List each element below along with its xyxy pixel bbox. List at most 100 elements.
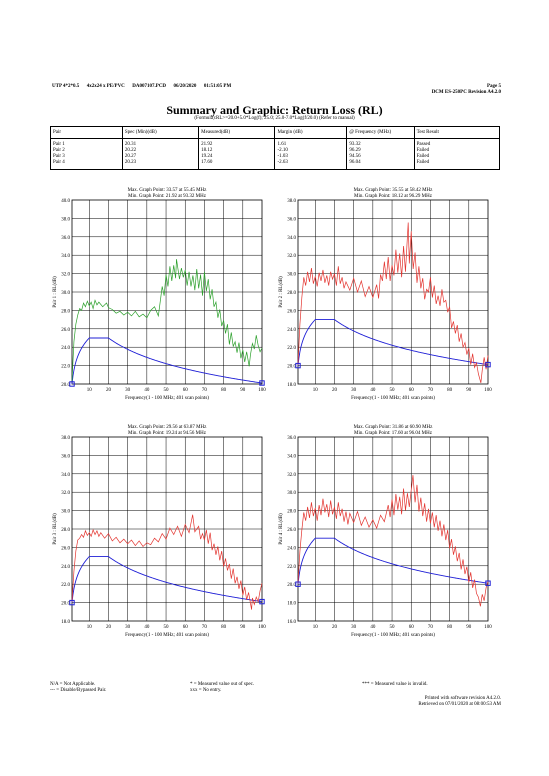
table-row: Pair 3 20.27 19.24 -1.03 94.56 Failed: [50, 154, 501, 160]
y-tick-label: 32.0: [61, 491, 70, 496]
header-date: 06/20/2020: [173, 84, 197, 89]
y-tick-label: 32.0: [287, 473, 296, 478]
y-tick-label: 28.0: [287, 291, 296, 296]
x-tick-label: 10: [87, 388, 93, 393]
x-axis-label: Frequency(1 - 100 MHz; 401 scan points): [351, 396, 435, 401]
legend-disabled: --- = Disable/Bypassed Pair.: [50, 688, 107, 693]
cell-frequency: 96.29: [346, 148, 415, 154]
col-header-result: Test Result: [413, 126, 501, 139]
y-axis-label: Pair 1 : RL(dB): [53, 276, 58, 308]
y-tick-label: 26.0: [61, 328, 70, 333]
x-tick-label: 30: [125, 388, 131, 393]
y-tick-label: 30.0: [61, 510, 70, 515]
x-tick-label: 90: [466, 388, 472, 393]
x-tick-label: 50: [390, 388, 396, 393]
y-tick-label: 34.0: [287, 236, 296, 241]
y-tick-label: 20.0: [287, 583, 296, 588]
x-tick-label: 50: [390, 625, 396, 630]
measured-line: [71, 259, 263, 382]
page-title: Summary and Graphic: Return Loss (RL): [166, 103, 383, 117]
legend-out-of-spec: * = Measured value out of spec.: [190, 682, 255, 687]
x-tick-label: 80: [221, 388, 227, 393]
x-tick-label: 100: [484, 388, 492, 393]
x-tick-label: 30: [351, 388, 357, 393]
cell-frequency: 94.56: [346, 154, 415, 160]
measured-line: [297, 475, 489, 607]
y-tick-label: 38.0: [287, 199, 296, 204]
x-tick-label: 40: [370, 625, 376, 630]
spec-limit-line: [297, 537, 489, 585]
cell-measured: 19.24: [198, 154, 276, 160]
y-tick-label: 32.0: [61, 273, 70, 278]
y-tick-label: 30.0: [61, 291, 70, 296]
y-tick-label: 34.0: [287, 454, 296, 459]
x-tick-label: 10: [313, 625, 319, 630]
y-tick-label: 22.0: [61, 365, 70, 370]
y-tick-label: 30.0: [287, 491, 296, 496]
min-point-label: Min. Graph Point: 17.60 at 96.04 MHz: [354, 431, 433, 436]
spec-end-marker: [295, 362, 301, 369]
x-tick-label: 20: [332, 625, 338, 630]
x-tick-label: 10: [87, 625, 93, 630]
spec-limit-line: [71, 337, 263, 385]
spec-end-marker: [259, 380, 265, 386]
table-header-row: Pair Spec (Min)(dB) Measured(dB) Margin …: [50, 126, 501, 139]
col-header-spec: Spec (Min)(dB): [121, 126, 200, 139]
x-tick-label: 70: [202, 388, 208, 393]
legend-no-entry: xxx = No entry.: [190, 688, 222, 693]
cell-result: Failed: [413, 160, 501, 170]
x-tick-label: 70: [428, 388, 434, 393]
measured-line: [71, 514, 263, 610]
y-tick-label: 18.0: [287, 383, 296, 388]
y-tick-label: 26.0: [287, 309, 296, 314]
x-tick-label: 40: [370, 388, 376, 393]
x-axis-label: Frequency(1 - 100 MHz; 401 scan points): [351, 633, 435, 638]
x-tick-label: 20: [106, 388, 112, 393]
cell-result: Passed: [413, 138, 501, 148]
y-tick-label: 22.0: [287, 565, 296, 570]
x-tick-label: 20: [332, 388, 338, 393]
measured-line: [297, 222, 489, 383]
header-file-name: DA007107.PCD: [132, 84, 167, 89]
x-tick-label: 100: [258, 625, 266, 630]
x-tick-label: 70: [428, 625, 434, 630]
x-tick-label: 40: [144, 388, 150, 393]
y-tick-label: 40.0: [61, 199, 70, 204]
x-tick-label: 100: [258, 388, 266, 393]
y-tick-label: 24.0: [61, 346, 70, 351]
legend-middle: * = Measured value out of spec. xxx = No…: [190, 682, 254, 694]
x-axis-label: Frequency(1 - 100 MHz; 401 scan points): [125, 633, 209, 638]
y-tick-label: 38.0: [61, 436, 70, 441]
min-point-label: Min. Graph Point: 19.24 at 94.56 MHz: [128, 431, 207, 436]
table-row: Pair 4 20.23 17.60 -2.63 96.04 Failed: [50, 160, 501, 170]
x-tick-label: 50: [164, 388, 170, 393]
spec-end-marker: [295, 581, 301, 587]
y-tick-label: 32.0: [287, 254, 296, 259]
cell-measured: 17.60: [198, 160, 276, 170]
y-tick-label: 20.0: [61, 383, 70, 388]
x-axis-label: Frequency(1 - 100 MHz; 401 scan points): [125, 396, 209, 401]
y-tick-label: 20.0: [61, 602, 70, 607]
y-tick-label: 38.0: [61, 217, 70, 222]
table-row: Pair 2 20.22 18.12 -2.10 96.29 Failed: [50, 148, 501, 154]
y-tick-label: 36.0: [61, 454, 70, 459]
cell-result: Failed: [413, 148, 501, 154]
legend-na: N/A = Not Applicable.: [50, 682, 96, 687]
cell-frequency: 96.04: [346, 160, 415, 170]
table-row: Pair 1 20.31 21.92 1.61 93.32 Passed: [50, 138, 501, 148]
legend-right: *** = Measured value is invalid.: [362, 682, 428, 688]
cell-result: Failed: [413, 154, 501, 160]
x-tick-label: 80: [447, 388, 453, 393]
spec-limit-line: [297, 319, 489, 366]
y-tick-label: 28.0: [61, 309, 70, 314]
spec-end-marker: [485, 361, 491, 368]
report-header-info: UTP 4*2*0.5 4x2x24 x PE/PVC DA007107.PCD…: [52, 84, 231, 89]
y-tick-label: 36.0: [61, 236, 70, 241]
cell-measured: 18.12: [198, 148, 276, 154]
spec-end-marker: [259, 598, 265, 605]
print-info: Printed with software revision A4.2.0. R…: [418, 696, 501, 708]
y-tick-label: 36.0: [287, 217, 296, 222]
x-tick-label: 100: [484, 625, 492, 630]
spec-end-marker: [69, 599, 75, 606]
